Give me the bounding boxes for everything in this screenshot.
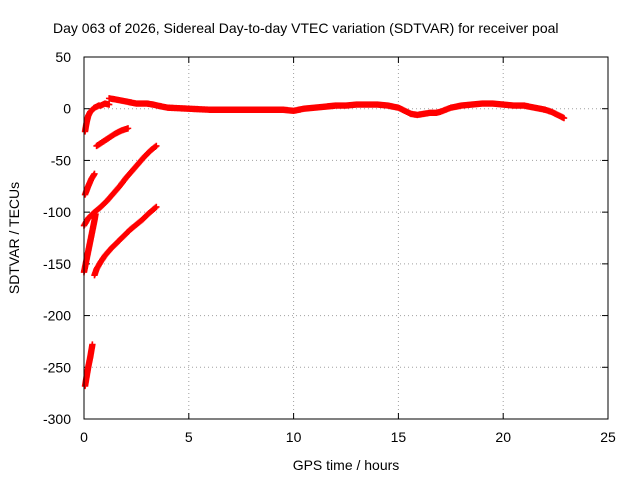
data-series-points [81,100,113,135]
data-series-points [81,341,96,390]
x-tick-label: 5 [185,429,193,445]
y-tick-label: 0 [63,101,71,117]
data-series-points [91,203,160,279]
y-tick-label: -200 [43,308,71,324]
x-tick-label: 25 [600,429,616,445]
grid-lines [84,57,608,419]
data-series-points [81,170,98,198]
plot-frame [83,56,609,420]
data-points [80,95,568,390]
x-tick-label: 0 [80,429,88,445]
y-axis-label: SDTVAR / TECUs [6,182,22,294]
y-tick-label: -250 [43,359,71,375]
data-series-points [105,95,568,122]
x-tick-labels: 0 5 10 15 20 25 [80,429,616,445]
data-series-points [93,125,132,150]
x-tick-label: 10 [286,429,302,445]
x-tick-label: 20 [495,429,511,445]
y-tick-label: -150 [43,256,71,272]
y-tick-label: -50 [51,152,71,168]
x-tick-label: 15 [391,429,407,445]
y-tick-label: 50 [55,49,71,65]
axis-ticks [83,56,609,420]
chart-title: Day 063 of 2026, Sidereal Day-to-day VTE… [53,20,559,36]
x-axis-label: GPS time / hours [293,457,400,473]
y-tick-label: -100 [43,204,71,220]
y-tick-label: -300 [43,411,71,427]
y-tick-labels: 50 0 -50 -100 -150 -200 -250 -300 [43,49,71,427]
